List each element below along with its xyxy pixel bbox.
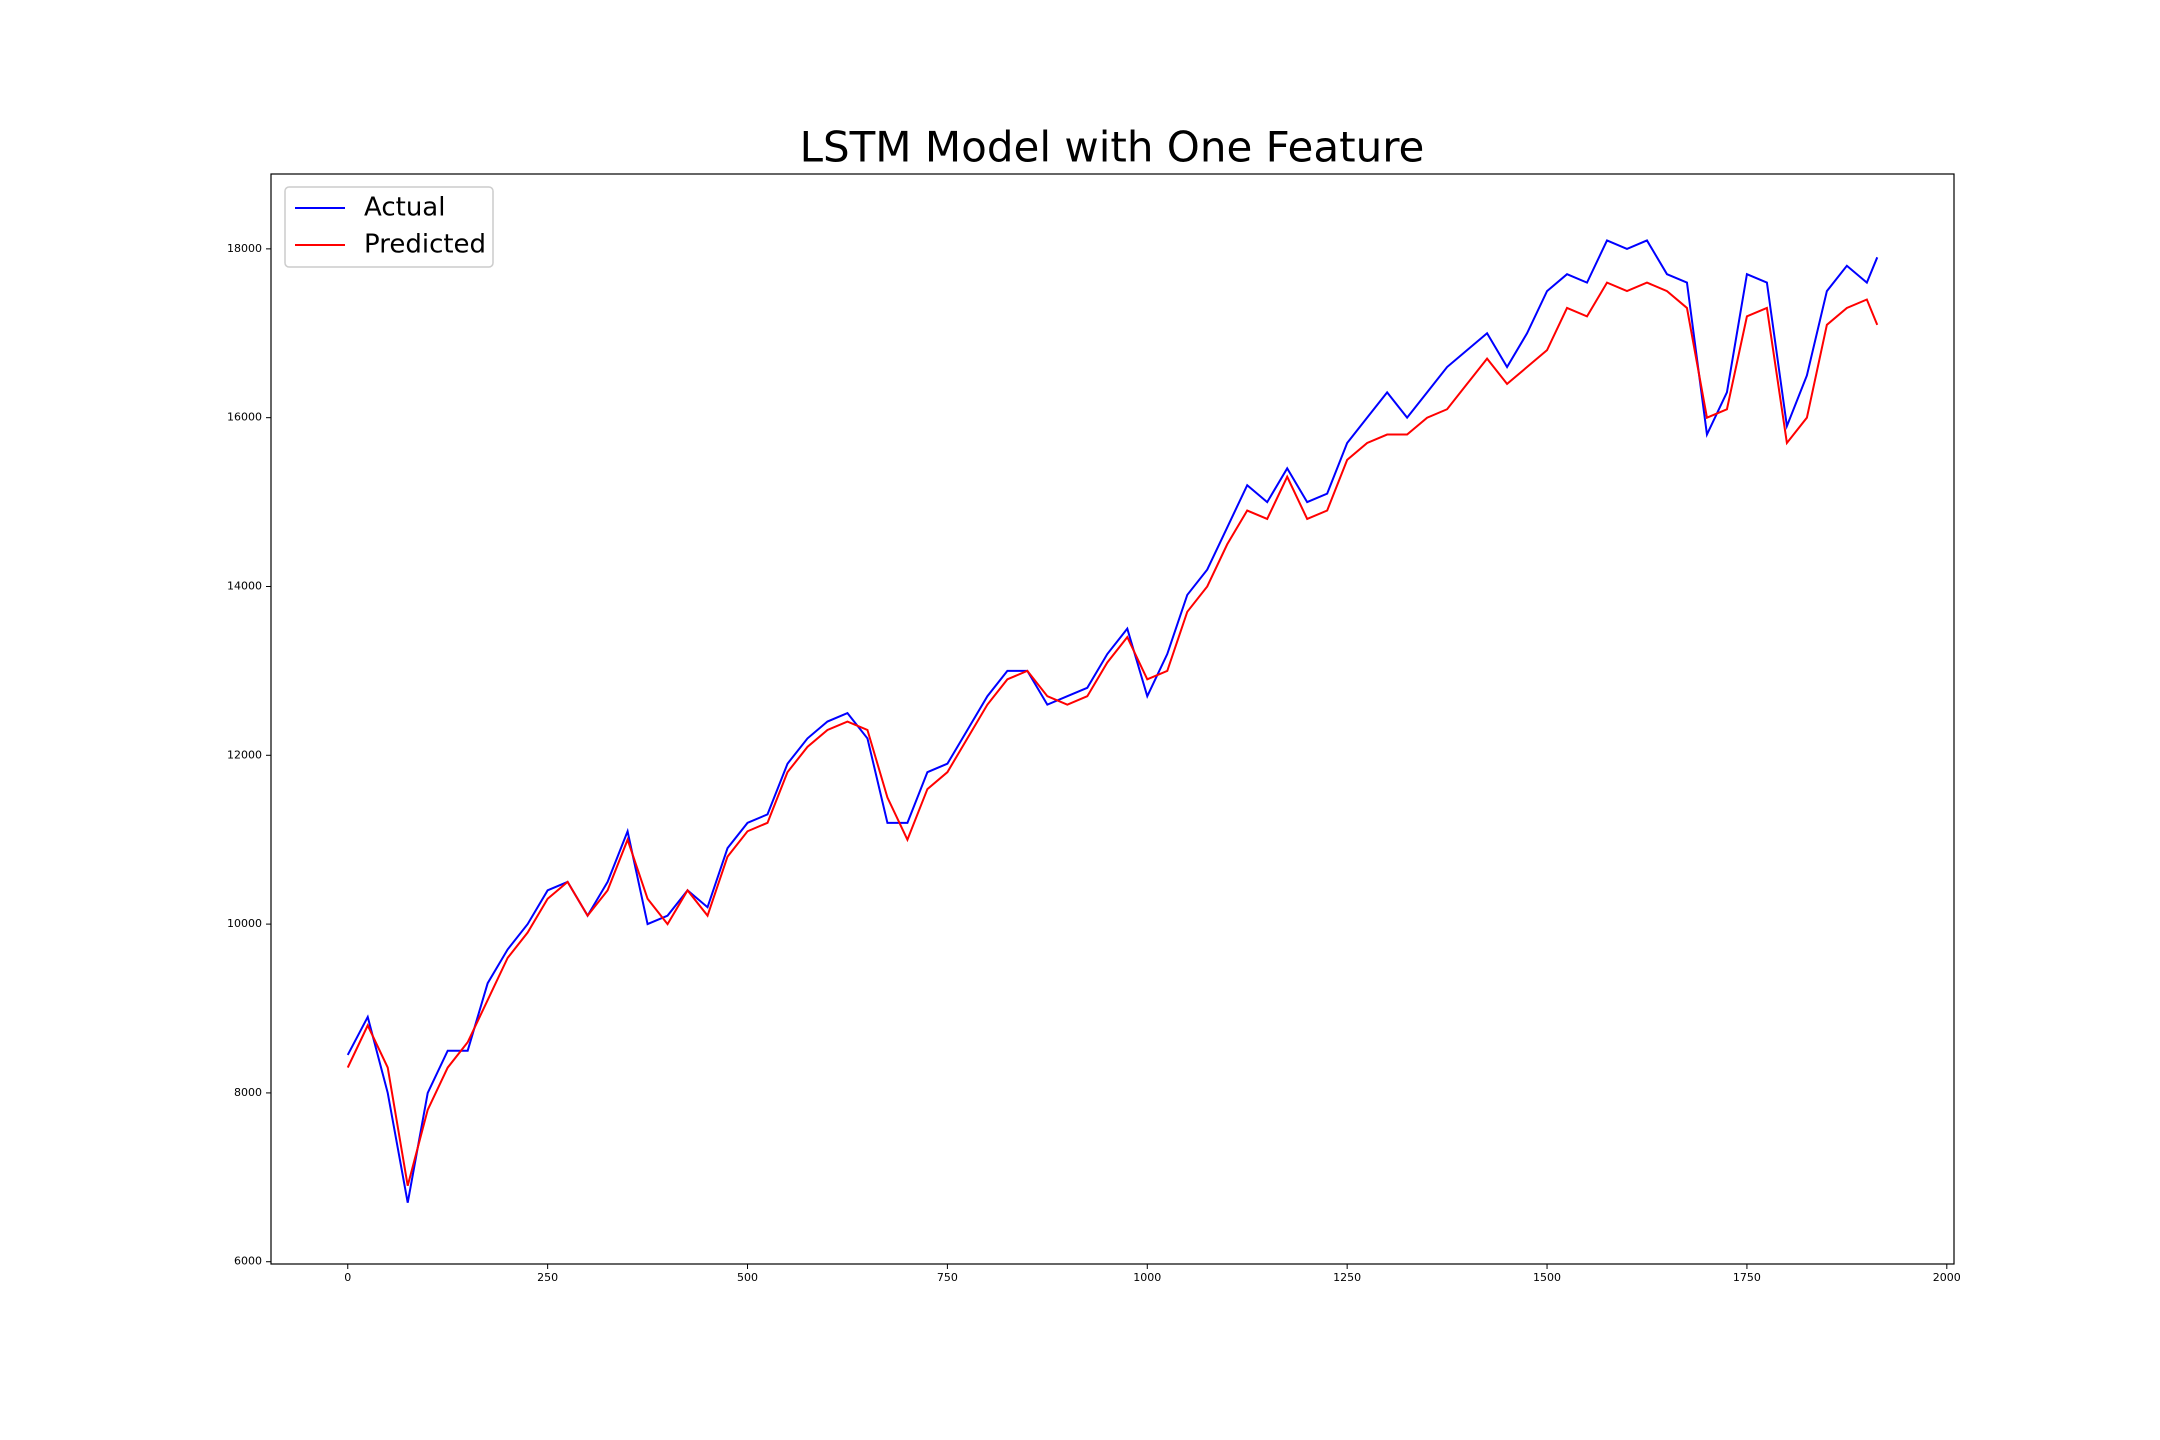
- x-tick-label: 750: [937, 1271, 958, 1284]
- y-tick-label: 10000: [227, 917, 262, 930]
- x-tick-label: 500: [737, 1271, 758, 1284]
- data-line: [346, 281, 1879, 1187]
- x-tick-label: 1250: [1333, 1271, 1361, 1284]
- y-tick-label: 16000: [227, 411, 262, 424]
- legend-label: Predicted: [364, 230, 486, 260]
- x-tick-label: 1000: [1133, 1271, 1161, 1284]
- y-tick-label: 14000: [227, 579, 262, 592]
- x-tick-label: 1750: [1733, 1271, 1761, 1284]
- plot-frame: [270, 173, 1955, 1265]
- x-tick-label: 1500: [1533, 1271, 1561, 1284]
- y-tick-label: 6000: [234, 1255, 262, 1268]
- y-tick-label: 18000: [227, 242, 262, 255]
- x-tick-label: 250: [537, 1271, 558, 1284]
- legend-label: Actual: [364, 193, 445, 223]
- y-tick-label: 8000: [234, 1086, 262, 1099]
- y-tick-label: 12000: [227, 748, 262, 761]
- data-line: [346, 239, 1879, 1203]
- chart-title: LSTM Model with One Feature: [800, 123, 1425, 172]
- x-tick-label: 0: [344, 1271, 351, 1284]
- x-tick-label: 2000: [1933, 1271, 1961, 1284]
